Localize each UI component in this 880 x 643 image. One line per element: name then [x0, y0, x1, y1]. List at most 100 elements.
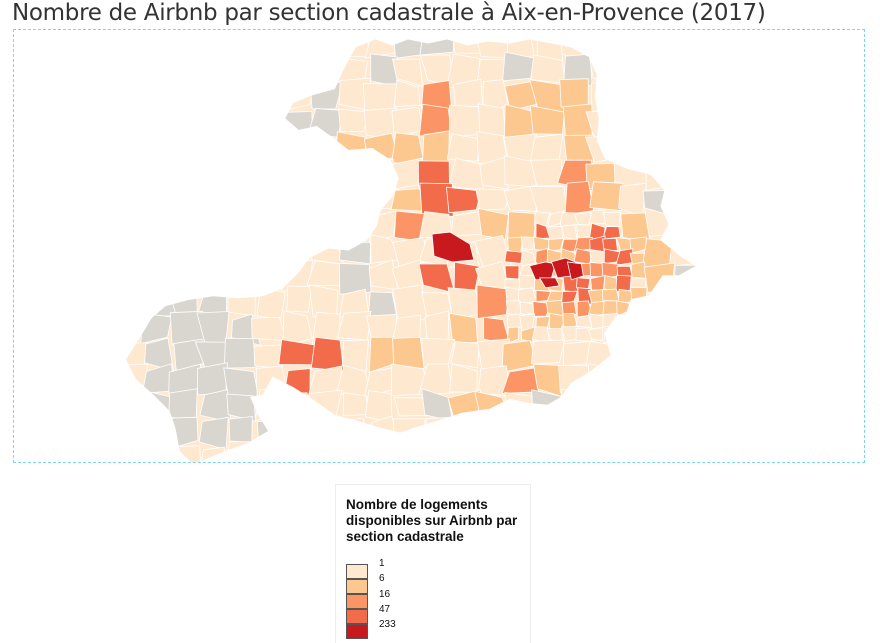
cadastral-section-113[interactable] [199, 158, 233, 186]
cadastral-section-394[interactable] [676, 388, 704, 424]
cadastral-section-356[interactable] [223, 367, 260, 399]
cadastral-section-427[interactable] [364, 439, 398, 462]
cadastral-section-370[interactable] [616, 365, 652, 397]
cadastral-section-152[interactable] [672, 186, 706, 213]
cadastral-section-99[interactable] [422, 130, 450, 164]
cadastral-section-313[interactable] [521, 326, 537, 343]
cadastral-section-148[interactable] [564, 180, 595, 216]
cadastral-section-212[interactable] [602, 237, 618, 252]
cadastral-section-395[interactable] [698, 394, 733, 419]
cadastral-section-7[interactable] [306, 30, 339, 60]
cadastral-section-144[interactable] [446, 186, 482, 214]
cadastral-section-63[interactable] [641, 79, 679, 111]
section-top-3[interactable] [567, 261, 584, 281]
cadastral-section-225[interactable] [195, 259, 228, 295]
cadastral-section-70[interactable] [223, 106, 254, 131]
cadastral-section-5[interactable] [252, 30, 285, 60]
cadastral-section-49[interactable] [257, 81, 286, 111]
cadastral-section-69[interactable] [198, 111, 230, 133]
cadastral-section-236[interactable] [504, 265, 520, 280]
cadastral-section-342[interactable] [450, 341, 480, 369]
cadastral-section-410[interactable] [502, 419, 537, 449]
cadastral-section-21[interactable] [705, 30, 731, 61]
cadastral-section-140[interactable] [337, 184, 372, 214]
cadastral-section-423[interactable] [252, 447, 288, 462]
cadastral-section-149[interactable] [589, 181, 624, 212]
cadastral-section-108[interactable] [670, 132, 702, 164]
cadastral-section-176[interactable] [576, 223, 593, 239]
cadastral-section-53[interactable] [362, 83, 400, 113]
cadastral-section-75[interactable] [363, 107, 398, 140]
cadastral-section-221[interactable] [704, 237, 734, 267]
cadastral-section-109[interactable] [703, 130, 728, 160]
cadastral-section-183[interactable] [671, 209, 698, 242]
cadastral-section-254[interactable] [615, 274, 632, 293]
cadastral-section-156[interactable] [167, 211, 199, 242]
cadastral-section-177[interactable] [588, 209, 606, 225]
cadastral-section-186[interactable] [141, 233, 175, 268]
cadastral-section-358[interactable] [283, 368, 311, 397]
cadastral-section-322[interactable] [589, 313, 605, 330]
cadastral-section-352[interactable] [116, 363, 149, 397]
cadastral-section-198[interactable] [474, 235, 512, 268]
cadastral-section-54[interactable] [393, 79, 421, 107]
cadastral-section-259[interactable] [115, 288, 145, 319]
cadastral-section-22[interactable] [116, 56, 146, 87]
cadastral-section-402[interactable] [284, 417, 313, 449]
cadastral-section-435[interactable] [590, 441, 620, 462]
cadastral-section-125[interactable] [530, 158, 563, 187]
cadastral-section-68[interactable] [170, 109, 203, 135]
cadastral-section-184[interactable] [700, 209, 732, 242]
cadastral-section-295[interactable] [706, 288, 732, 321]
cadastral-section-114[interactable] [229, 160, 262, 189]
cadastral-section-29[interactable] [311, 52, 339, 81]
cadastral-section-290[interactable] [630, 287, 648, 306]
cadastral-section-145[interactable] [475, 188, 513, 211]
cadastral-section-89[interactable] [141, 129, 177, 162]
cadastral-section-379[interactable] [254, 388, 286, 421]
cadastral-section-329[interactable] [698, 311, 731, 342]
cadastral-section-276[interactable] [520, 301, 534, 316]
cadastral-section-64[interactable] [671, 77, 706, 112]
cadastral-section-188[interactable] [195, 235, 229, 270]
cadastral-section-180[interactable] [602, 226, 621, 240]
cadastral-section-355[interactable] [197, 362, 228, 396]
cadastral-section-407[interactable] [424, 416, 453, 450]
cadastral-section-84[interactable] [620, 105, 651, 138]
cadastral-section-374[interactable] [117, 390, 148, 423]
cadastral-section-422[interactable] [224, 441, 261, 462]
cadastral-section-100[interactable] [446, 133, 482, 162]
cadastral-section-390[interactable] [560, 388, 595, 420]
cadastral-section-428[interactable] [391, 445, 427, 462]
cadastral-section-187[interactable] [173, 235, 204, 268]
cadastral-section-3[interactable] [197, 30, 234, 56]
cadastral-section-412[interactable] [558, 415, 594, 451]
section-top-0[interactable] [431, 231, 475, 263]
cadastral-section-138[interactable] [280, 187, 314, 218]
cadastral-section-94[interactable] [281, 135, 310, 163]
cadastral-section-200[interactable] [520, 236, 536, 251]
cadastral-section-115[interactable] [256, 162, 284, 192]
cadastral-section-161[interactable] [308, 212, 343, 239]
cadastral-section-15[interactable] [536, 30, 564, 62]
cadastral-section-1[interactable] [139, 30, 172, 62]
cadastral-section-56[interactable] [452, 78, 484, 108]
cadastral-section-432[interactable] [503, 444, 537, 462]
cadastral-section-159[interactable] [256, 208, 289, 236]
cadastral-section-139[interactable] [310, 187, 345, 213]
cadastral-section-429[interactable] [418, 442, 455, 462]
cadastral-section-2[interactable] [172, 30, 206, 60]
cadastral-section-24[interactable] [170, 56, 198, 86]
choropleth-map[interactable] [14, 30, 864, 462]
cadastral-section-111[interactable] [139, 157, 173, 185]
cadastral-section-269[interactable] [392, 284, 429, 321]
cadastral-section-155[interactable] [141, 210, 174, 240]
cadastral-section-327[interactable] [643, 310, 679, 346]
cadastral-section-425[interactable] [308, 445, 345, 462]
cadastral-section-340[interactable] [392, 336, 425, 373]
cadastral-section-26[interactable] [223, 59, 261, 81]
cadastral-section-418[interactable] [115, 445, 146, 462]
cadastral-section-58[interactable] [504, 80, 537, 112]
cadastral-section-154[interactable] [112, 214, 145, 237]
cadastral-section-90[interactable] [168, 130, 203, 165]
